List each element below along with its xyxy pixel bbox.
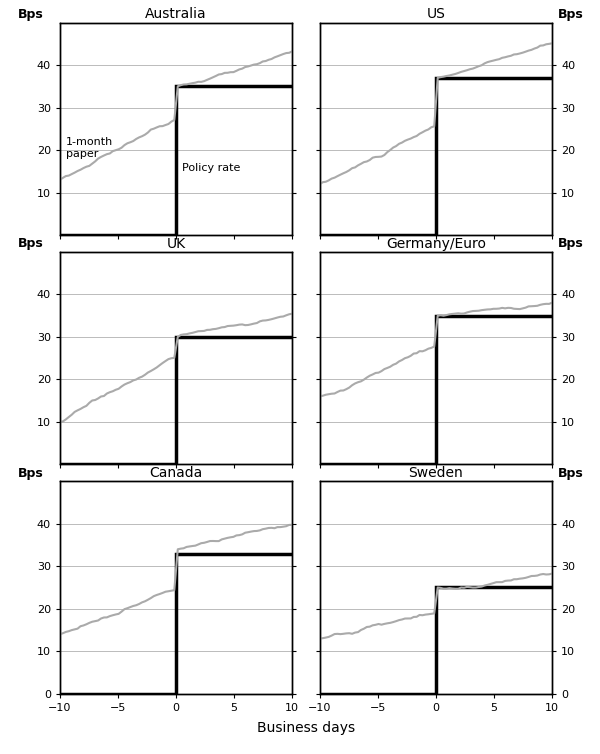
Text: Bps: Bps: [18, 238, 44, 250]
Text: Bps: Bps: [18, 8, 44, 21]
Title: Canada: Canada: [149, 466, 203, 480]
Title: Sweden: Sweden: [409, 466, 463, 480]
Text: 1-month
paper: 1-month paper: [66, 137, 113, 159]
Text: Bps: Bps: [18, 467, 44, 480]
Title: Germany/Euro: Germany/Euro: [386, 237, 486, 251]
Title: UK: UK: [166, 237, 185, 251]
Text: Business days: Business days: [257, 721, 355, 735]
Title: Australia: Australia: [145, 8, 207, 21]
Text: Bps: Bps: [558, 238, 584, 250]
Text: Policy rate: Policy rate: [182, 163, 240, 173]
Text: Bps: Bps: [558, 8, 584, 21]
Title: US: US: [427, 8, 445, 21]
Text: Bps: Bps: [558, 467, 584, 480]
